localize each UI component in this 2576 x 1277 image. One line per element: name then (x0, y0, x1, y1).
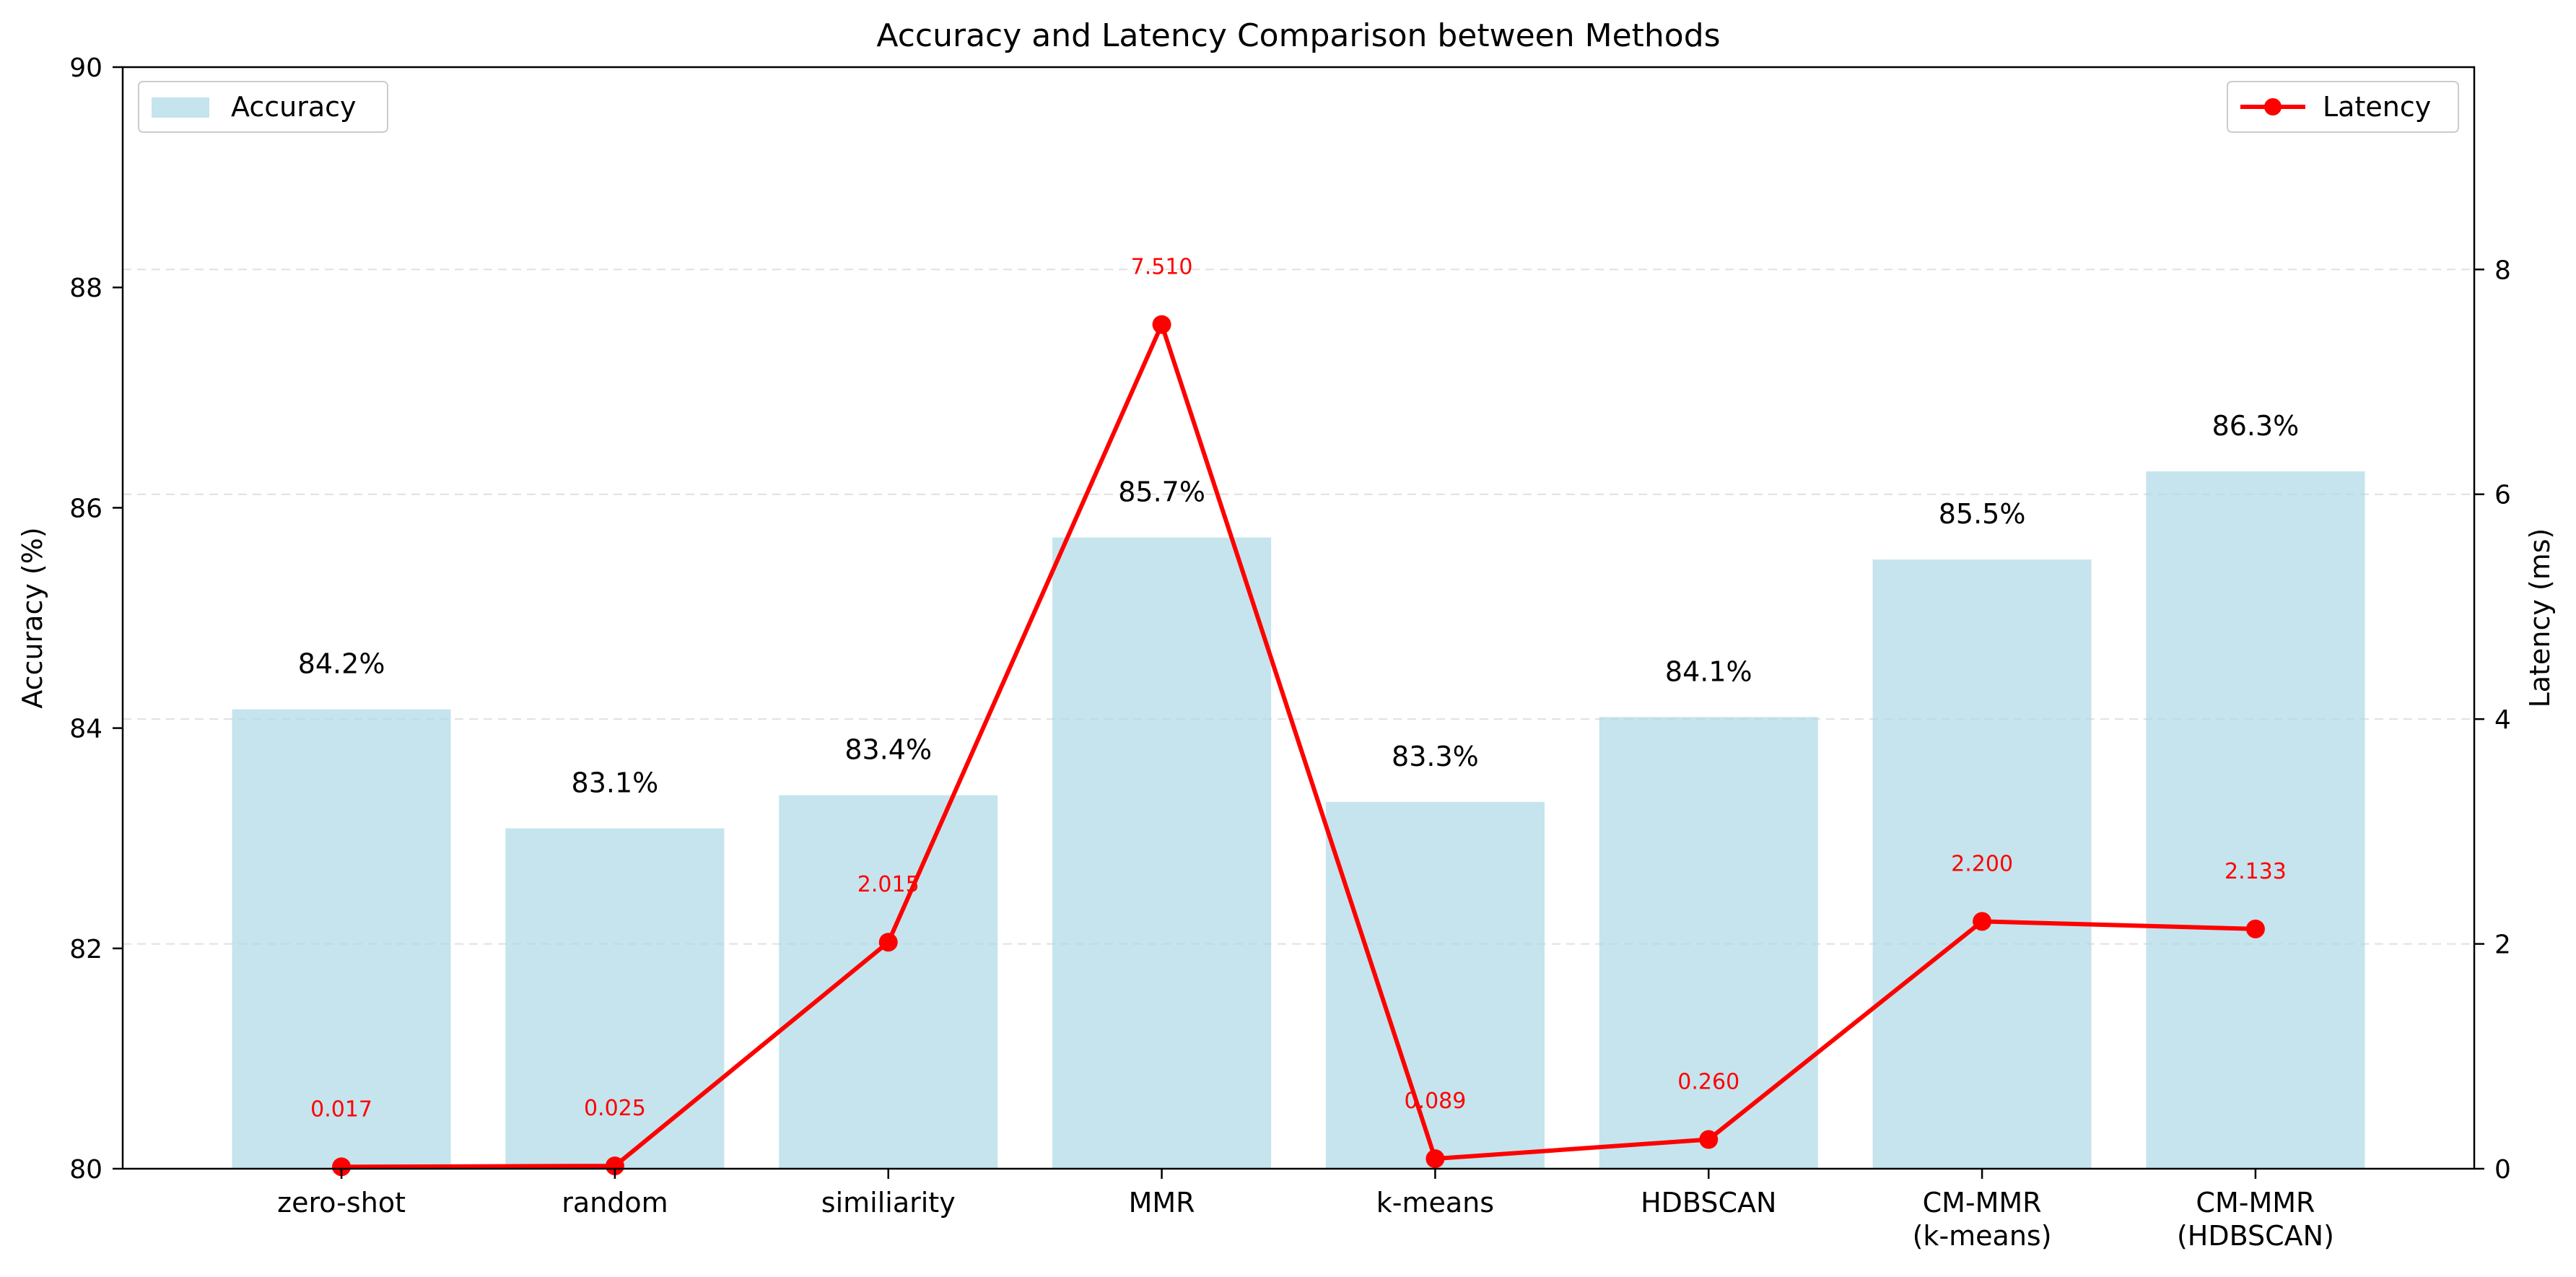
latency-point (1973, 912, 1992, 931)
left-axis-tick-label: 90 (69, 53, 102, 83)
x-axis: zero-shot random similiarity MMR k-means HDBS… (277, 1169, 2334, 1252)
right-axis-tick-label: 4 (2494, 705, 2511, 735)
x-axis-tick-label: CM-MMR (HDBSCAN) (2177, 1187, 2334, 1252)
latency-point (1152, 315, 1171, 334)
right-y-axis: 0 2 4 6 8 (2474, 256, 2511, 1185)
left-axis-tick-label: 86 (69, 494, 102, 523)
accuracy-bar (779, 795, 998, 1169)
right-axis-tick-label: 6 (2494, 481, 2511, 510)
x-axis-tick-label: k-means (1376, 1187, 1494, 1219)
accuracy-bar-label: 83.3% (1392, 741, 1479, 772)
left-axis-tick-label: 84 (69, 715, 102, 744)
right-y-axis-label: Latency (ms) (2524, 528, 2556, 708)
x-axis-tick-label: HDBSCAN (1641, 1187, 1776, 1219)
accuracy-bar (1052, 537, 1272, 1169)
chart-title: Accuracy and Latency Comparison between … (876, 17, 1720, 54)
latency-point (332, 1157, 352, 1177)
accuracy-bar (232, 709, 451, 1169)
accuracy-bar (505, 828, 725, 1169)
accuracy-bar-labels: 84.2% 83.1% 83.4% 85.7% 83.3% 84.1% 85.5% 86.3% (298, 410, 2300, 798)
accuracy-bar (1599, 717, 1818, 1169)
legend-latency-label: Latency (2323, 91, 2431, 123)
x-axis-tick-label: MMR (1129, 1187, 1195, 1219)
latency-point-label: 2.015 (857, 872, 920, 897)
latency-point-label: 0.260 (1677, 1070, 1739, 1095)
accuracy-bar-label: 85.5% (1939, 498, 2026, 530)
left-axis-tick-label: 80 (69, 1155, 102, 1185)
accuracy-bar-label: 83.1% (572, 767, 659, 798)
left-y-axis: 80 82 84 86 88 90 (69, 53, 123, 1185)
accuracy-bar (1872, 559, 2092, 1169)
right-axis-tick-label: 8 (2494, 256, 2511, 285)
legend-latency-marker (2264, 98, 2282, 116)
legend-latency-frame (2227, 81, 2459, 133)
latency-line (332, 315, 2265, 1177)
accuracy-bar-label: 86.3% (2212, 410, 2300, 442)
latency-series-line (341, 322, 2256, 1169)
left-y-axis-label: Accuracy (%) (17, 527, 48, 708)
accuracy-bar (1325, 801, 1545, 1169)
accuracy-bar-label: 83.4% (844, 734, 932, 766)
latency-point-label: 2.133 (2224, 859, 2287, 884)
latency-point-labels: 0.017 0.025 2.015 7.510 0.089 0.260 2.200 2.133 (310, 255, 2287, 1123)
left-axis-tick-label: 88 (69, 274, 102, 303)
plot-frame (121, 66, 2476, 1170)
legend-latency: Latency (2227, 81, 2459, 133)
accuracy-bar-label: 84.2% (298, 648, 385, 680)
legend-accuracy: Accuracy (138, 81, 388, 133)
latency-point (1699, 1130, 1719, 1149)
x-axis-tick-label: similiarity (821, 1187, 956, 1219)
legend-accuracy-swatch (152, 97, 209, 118)
latency-point-label: 0.089 (1404, 1089, 1466, 1114)
legend-accuracy-label: Accuracy (231, 91, 357, 123)
latency-point-label: 7.510 (1131, 255, 1193, 280)
right-axis-tick-label: 0 (2494, 1155, 2511, 1185)
x-axis-tick-label: zero-shot (277, 1187, 406, 1219)
latency-point (878, 933, 898, 952)
accuracy-bar (2146, 471, 2365, 1169)
latency-point-label: 0.017 (310, 1097, 372, 1122)
accuracy-bars (232, 471, 2365, 1169)
left-axis-tick-label: 82 (69, 935, 102, 964)
latency-point-label: 2.200 (1951, 851, 2013, 876)
latency-point (1425, 1149, 1445, 1169)
latency-point (2245, 919, 2265, 938)
x-axis-tick-label: random (562, 1187, 668, 1219)
latency-point (605, 1156, 624, 1176)
accuracy-bar-label: 84.1% (1665, 655, 1752, 687)
right-axis-tick-label: 2 (2494, 930, 2511, 960)
accuracy-bar-label: 85.7% (1118, 476, 1205, 508)
legend-accuracy-frame (138, 81, 388, 133)
latency-point-label: 0.025 (584, 1096, 646, 1121)
x-axis-tick-label: CM-MMR (k-means) (1913, 1187, 2052, 1252)
